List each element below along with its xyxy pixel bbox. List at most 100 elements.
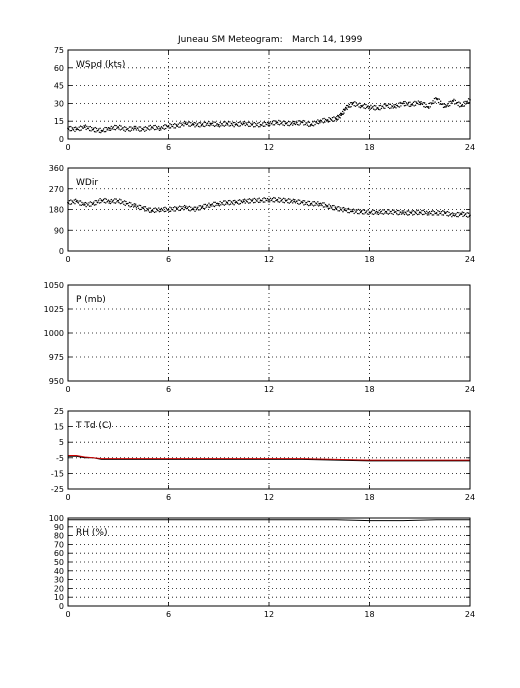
data-point-wspd — [111, 127, 114, 129]
data-point-wdir — [445, 211, 447, 213]
data-point-wspd — [292, 120, 295, 123]
data-point-wspd — [253, 121, 256, 124]
data-point-wspd — [132, 129, 135, 131]
data-point-wdir — [123, 200, 126, 202]
data-point-wspd — [86, 125, 88, 128]
data-point-wspd — [107, 127, 110, 129]
data-point-wdir — [268, 201, 271, 203]
data-point-wspd — [422, 102, 424, 104]
data-point-wdir — [92, 202, 95, 205]
data-point-wdir — [158, 207, 160, 209]
data-point-wspd — [211, 122, 214, 124]
panel-label-temp-dewpoint: T Td (C) — [75, 421, 112, 431]
data-point-wspd — [434, 101, 436, 103]
data-point-wdir — [318, 202, 321, 205]
y-tick-label: 80 — [54, 532, 64, 541]
data-point-wdir — [268, 198, 270, 201]
data-point-wdir — [224, 200, 226, 202]
data-point-wspd — [363, 107, 365, 109]
data-point-wspd — [415, 101, 417, 103]
data-point-wdir — [167, 208, 170, 211]
data-point-wspd — [186, 123, 189, 125]
data-point-wspd — [318, 120, 321, 123]
data-point-wspd — [430, 102, 432, 104]
data-point-wspd — [157, 128, 159, 130]
data-point-wdir — [299, 202, 302, 205]
data-point-wspd — [106, 129, 108, 131]
data-point-wspd — [202, 125, 205, 127]
data-point-wdir — [202, 207, 205, 210]
data-point-wdir — [250, 199, 252, 201]
data-point-wspd — [384, 103, 387, 105]
data-point-wdir — [238, 199, 241, 201]
data-point-wdir — [150, 211, 152, 213]
data-point-wdir — [400, 211, 402, 214]
data-point-wspd — [403, 105, 406, 107]
data-point-wspd — [394, 103, 397, 106]
data-point-wspd — [354, 105, 357, 107]
data-point-wspd — [258, 121, 260, 124]
data-point-wspd — [236, 124, 239, 127]
data-point-wspd — [138, 126, 140, 128]
data-point-wspd — [167, 125, 170, 127]
data-point-wspd — [345, 104, 348, 107]
data-point-wdir — [231, 201, 233, 204]
data-point-wspd — [373, 104, 376, 107]
data-point-wspd — [117, 126, 120, 129]
data-point-wdir — [416, 210, 418, 212]
figure-title-station: Juneau SM Meteogram: — [177, 35, 283, 45]
data-point-wdir — [328, 203, 330, 205]
data-point-wspd — [102, 129, 104, 132]
data-point-wdir — [458, 214, 461, 217]
data-point-wspd — [296, 123, 299, 126]
data-point-wspd — [437, 98, 439, 100]
data-point-wdir — [227, 199, 230, 202]
x-tick-label: 18 — [364, 255, 374, 264]
data-point-wspd — [349, 106, 351, 108]
data-point-wspd — [386, 104, 389, 107]
data-point-wdir — [248, 198, 251, 200]
data-point-wspd — [257, 126, 260, 128]
data-point-wspd — [75, 128, 78, 131]
data-point-wspd — [456, 101, 459, 104]
panel-label-wspd: WSpd (kts) — [76, 60, 125, 70]
data-point-wspd — [217, 125, 219, 127]
data-point-wspd — [364, 107, 367, 110]
data-point-wspd — [221, 123, 223, 125]
data-point-wspd — [150, 128, 152, 130]
data-point-wdir — [215, 204, 217, 207]
data-point-wdir — [253, 197, 256, 200]
data-point-wspd — [139, 130, 141, 132]
data-point-wspd — [177, 123, 179, 125]
data-point-wdir — [301, 201, 304, 204]
data-point-wdir — [385, 210, 388, 213]
data-point-wspd — [85, 128, 87, 131]
data-point-wdir — [426, 214, 429, 216]
data-point-wspd — [357, 103, 360, 105]
data-point-wdir — [358, 213, 360, 215]
data-point-wdir — [312, 201, 314, 203]
data-point-wspd — [151, 126, 154, 128]
data-point-wdir — [426, 210, 428, 212]
data-point-wdir — [220, 204, 222, 206]
data-point-wspd — [309, 125, 311, 127]
y-tick-label: 10 — [54, 593, 64, 602]
data-point-wdir — [273, 196, 275, 199]
data-point-wdir — [446, 214, 448, 217]
data-point-wdir — [98, 199, 100, 201]
data-point-wspd — [263, 121, 265, 123]
data-point-wdir — [266, 197, 269, 200]
data-point-wspd — [446, 103, 449, 105]
data-point-wdir — [137, 205, 139, 208]
y-tick-label: 25 — [54, 407, 64, 416]
y-tick-label: 90 — [54, 226, 64, 235]
data-point-wdir — [125, 200, 127, 203]
data-point-wspd — [283, 124, 286, 127]
data-point-wdir — [403, 213, 406, 216]
data-point-wspd — [346, 108, 348, 111]
data-point-wdir — [99, 197, 101, 200]
data-point-wspd — [417, 100, 420, 102]
data-point-wdir — [85, 205, 87, 208]
data-point-wdir — [94, 199, 96, 202]
data-point-wspd — [115, 124, 117, 127]
